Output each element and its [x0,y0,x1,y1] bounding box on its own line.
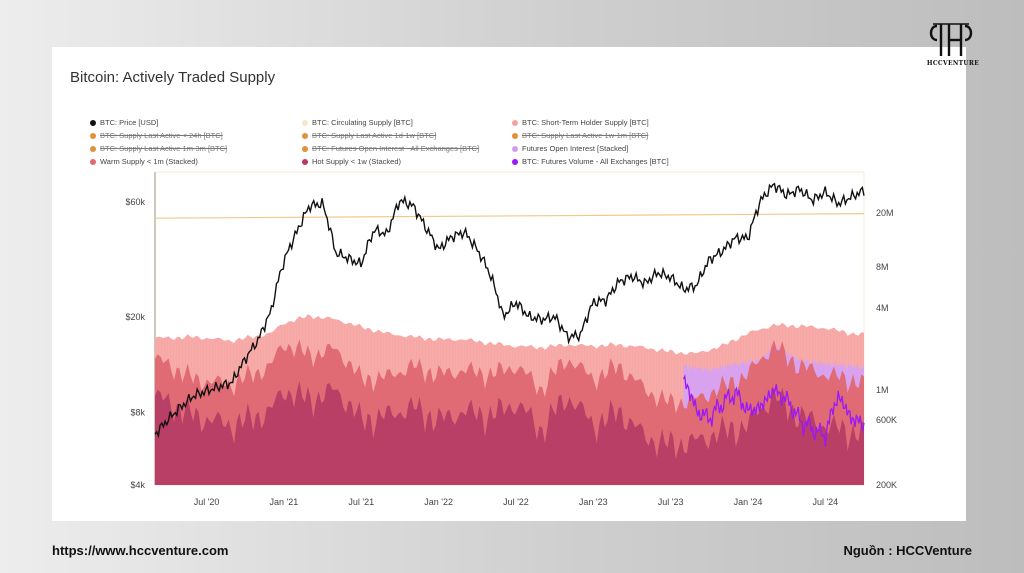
legend-label: BTC: Supply Last Active 1d-1w [BTC] [312,131,437,140]
y-left-tick-label: $4k [130,480,145,490]
legend-label: BTC: Circulating Supply [BTC] [312,118,413,127]
legend-label: BTC: Futures Open Interest - All Exchang… [312,144,480,153]
legend-item[interactable]: BTC: Futures Volume - All Exchanges [BTC… [512,157,669,166]
series-btc-price-line [154,182,865,439]
chart-legend: BTC: Price [USD] BTC: Circulating Supply … [52,47,966,166]
legend-item[interactable]: BTC: Futures Open Interest - All Exchang… [302,144,479,153]
chart-title: Bitcoin: Actively Traded Supply [70,69,276,86]
hcc-logo-icon [929,23,973,56]
y-right-tick-label: 4M [876,303,889,313]
series-futures-volume-line [682,374,865,447]
legend-swatch-icon [90,119,96,126]
legend-label: BTC: Futures Volume - All Exchanges [BTC… [522,157,669,166]
legend-item[interactable]: Warm Supply < 1m (Stacked) [90,157,198,166]
legend-swatch-icon [512,132,518,139]
y-right-tick-label: 1M [876,385,889,395]
legend-label: Hot Supply < 1w (Stacked) [312,157,402,166]
legend-swatch-icon [512,119,518,126]
legend-swatch-icon [90,145,96,152]
legend-item[interactable]: BTC: Supply Last Active < 24h [BTC] [90,131,223,140]
series-circulating-supply-line [154,213,865,219]
legend-swatch-icon [512,145,518,152]
legend-item[interactable]: BTC: Short-Term Holder Supply [BTC] [512,118,649,127]
y-left-tick-label: $8k [130,408,145,418]
chart-plot: $60k $20k $8k $4k 20M 8M 4M 1M 600K 200K Jul '20 Ja… [125,171,897,507]
x-tick-label: Jul '20 [194,497,220,507]
y-right-tick-label: 600K [876,415,897,425]
legend-swatch-icon [90,158,96,165]
legend-label: BTC: Supply Last Active 1w-1m [BTC] [522,131,649,140]
legend-label: BTC: Short-Term Holder Supply [BTC] [522,118,649,127]
legend-swatch-icon [302,119,308,126]
legend-item[interactable]: Hot Supply < 1w (Stacked) [302,157,401,166]
legend-label: Warm Supply < 1m (Stacked) [100,157,198,166]
legend-swatch-icon [302,145,308,152]
x-tick-label: Jul '21 [348,497,374,507]
x-tick-label: Jan '22 [424,497,453,507]
legend-label: BTC: Supply Last Active 1m-3m [BTC] [100,144,228,153]
legend-item[interactable]: BTC: Supply Last Active 1w-1m [BTC] [512,131,648,140]
y-left-tick-label: $20k [125,312,145,322]
legend-swatch-icon [512,158,518,165]
brand-logo-text: HCCVENTURE [926,60,980,67]
legend-item[interactable]: BTC: Supply Last Active 1m-3m [BTC] [90,144,227,153]
legend-swatch-icon [90,132,96,139]
y-left-tick-label: $60k [125,197,145,207]
x-tick-label: Jan '21 [270,497,299,507]
y-right-tick-label: 200K [876,480,897,490]
legend-item[interactable]: Futures Open Interest [Stacked] [512,144,628,153]
x-tick-label: Jul '22 [503,497,529,507]
legend-swatch-icon [302,158,308,165]
legend-label: BTC: Supply Last Active < 24h [BTC] [100,131,223,140]
y-right-tick-label: 8M [876,262,889,272]
x-tick-label: Jan '24 [734,497,763,507]
legend-item[interactable]: BTC: Supply Last Active 1d-1w [BTC] [302,131,436,140]
series-hot-supply-area [155,381,864,485]
chart-card: Bitcoin: Actively Traded Supply BTC: Pri… [52,47,966,521]
legend-label: Futures Open Interest [Stacked] [522,144,629,153]
x-tick-label: Jul '23 [658,497,684,507]
x-tick-label: Jul '24 [812,497,838,507]
footer-source-label: Nguồn : HCCVenture [843,543,972,558]
legend-item[interactable]: BTC: Circulating Supply [BTC] [302,118,413,127]
legend-item[interactable]: BTC: Price [USD] [90,118,158,127]
y-right-tick-label: 20M [876,208,894,218]
x-tick-label: Jan '23 [579,497,608,507]
legend-label: BTC: Price [USD] [100,118,159,127]
footer-website-link[interactable]: https://www.hccventure.com [52,543,229,558]
legend-swatch-icon [302,132,308,139]
